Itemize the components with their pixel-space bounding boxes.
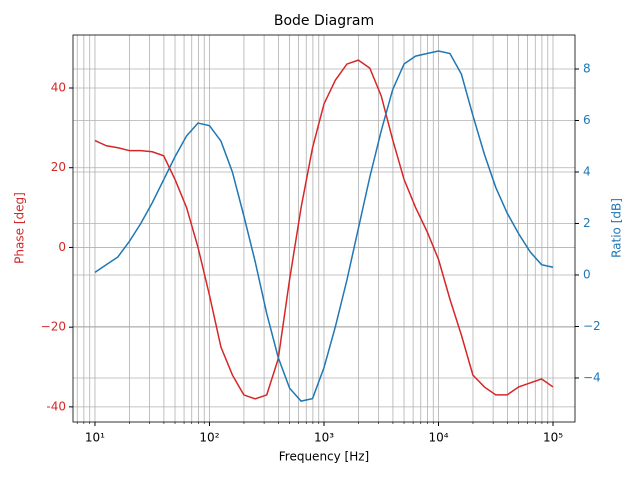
y-tick-label: 0: [58, 240, 66, 254]
y2-tick-label: 0: [583, 267, 591, 281]
y-tick-label: 20: [51, 160, 66, 174]
x-tick-label: 10⁴: [428, 431, 448, 445]
y2-tick-label: 4: [583, 164, 591, 178]
y-axis-label: Phase [deg]: [13, 192, 27, 264]
x-axis-label: Frequency [Hz]: [279, 450, 370, 464]
y-tick-label: −20: [41, 320, 66, 334]
y2-tick-label: 6: [583, 113, 591, 127]
plot-frame: [72, 34, 576, 423]
x-tick-label: 10⁵: [543, 431, 563, 445]
x-tick-label: 10²: [199, 431, 219, 445]
x-tick-label: 10³: [314, 431, 334, 445]
y-tick-label: -40: [46, 399, 66, 413]
series-line: [94, 50, 554, 402]
y2-axis-label: Ratio [dB]: [610, 198, 624, 258]
y-tick-label: 40: [51, 81, 66, 95]
y2-tick-label: −2: [583, 319, 601, 333]
series-line: [94, 59, 554, 400]
y2-tick-label: 8: [583, 61, 591, 75]
y2-tick-label: −4: [583, 370, 601, 384]
x-tick-label: 10¹: [85, 431, 105, 445]
y2-tick-label: 2: [583, 216, 591, 230]
chart-title: Bode Diagram: [274, 13, 374, 29]
